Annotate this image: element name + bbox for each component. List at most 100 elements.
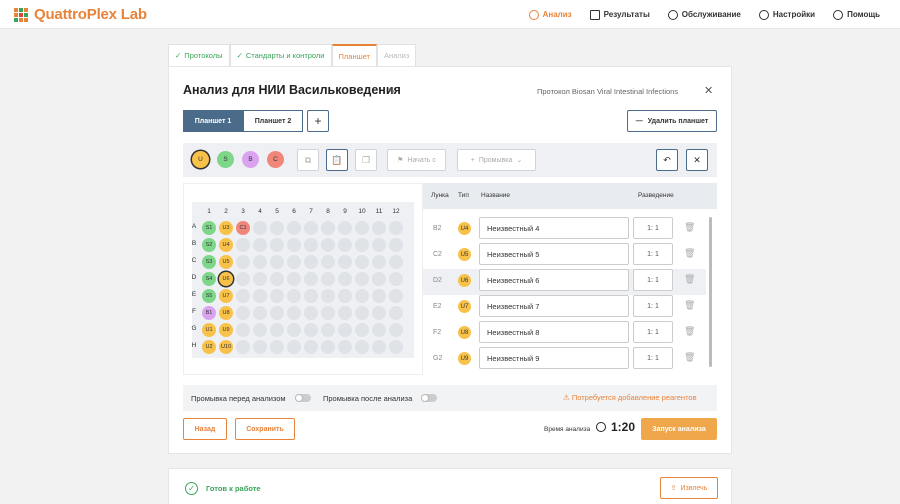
dilution-input[interactable]: 1: 1 <box>633 269 673 291</box>
plate-well[interactable] <box>304 272 318 286</box>
wash-dropdown[interactable]: + Промывка ⌄ <box>457 149 536 171</box>
save-button[interactable]: Сохранить <box>235 418 295 440</box>
plate-well[interactable] <box>355 340 369 354</box>
plate-well[interactable]: C1 <box>236 221 250 235</box>
plate-well[interactable] <box>236 255 250 269</box>
plate-well[interactable] <box>355 323 369 337</box>
plate-well[interactable] <box>270 255 284 269</box>
plate-well[interactable]: U7 <box>219 289 233 303</box>
plate-well[interactable] <box>287 238 301 252</box>
plate-well[interactable]: U9 <box>219 323 233 337</box>
step-tab-1[interactable]: ✓ Протоколы <box>168 44 230 66</box>
plate-well[interactable] <box>372 255 386 269</box>
plate-well[interactable] <box>287 289 301 303</box>
plate-well[interactable] <box>355 306 369 320</box>
plate-well[interactable] <box>355 221 369 235</box>
plate-well[interactable] <box>389 221 403 235</box>
plate-well[interactable]: U8 <box>219 306 233 320</box>
trash-icon[interactable]: 🗑 <box>684 326 696 336</box>
plate-well[interactable] <box>372 340 386 354</box>
nav-item-gear[interactable]: Настройки <box>758 9 815 20</box>
plate-well[interactable]: U10 <box>219 340 233 354</box>
plate-well[interactable] <box>338 323 352 337</box>
plate-well[interactable] <box>389 323 403 337</box>
plate-well[interactable] <box>389 289 403 303</box>
extract-button[interactable]: ⇪ Извлечь <box>660 477 718 499</box>
plate-well[interactable] <box>355 238 369 252</box>
delete-plate-button[interactable]: — Удалить планшет <box>627 110 717 132</box>
plate-well[interactable] <box>304 255 318 269</box>
plate-well[interactable]: U2 <box>202 340 216 354</box>
step-tab-3[interactable]: Планшет <box>331 44 377 66</box>
plate-well[interactable] <box>236 238 250 252</box>
table-row[interactable]: F2 U8 Неизвестный 8 1: 1 🗑 <box>423 321 706 347</box>
duplicate-button[interactable]: ❐ <box>355 149 377 171</box>
sample-name-input[interactable]: Неизвестный 8 <box>479 321 629 343</box>
plate-well[interactable] <box>338 221 352 235</box>
plate-well[interactable] <box>355 289 369 303</box>
copy-button[interactable]: ⧉ <box>297 149 319 171</box>
tab-plate-1[interactable]: Планшет 1 <box>183 110 243 132</box>
nav-item-results[interactable]: Результаты <box>589 9 650 20</box>
plate-well[interactable] <box>270 323 284 337</box>
plate-well[interactable] <box>253 306 267 320</box>
plate-well[interactable] <box>338 289 352 303</box>
plate-well[interactable] <box>304 289 318 303</box>
plate-well[interactable] <box>236 272 250 286</box>
plate-well[interactable] <box>287 323 301 337</box>
sample-type-s[interactable]: S <box>217 151 234 168</box>
plate-well[interactable]: U4 <box>219 238 233 252</box>
plate-well[interactable] <box>372 289 386 303</box>
plate-well[interactable] <box>253 272 267 286</box>
plate-well[interactable] <box>253 255 267 269</box>
plate-well[interactable] <box>236 340 250 354</box>
dilution-input[interactable]: 1: 1 <box>633 243 673 265</box>
paste-button[interactable]: 📋 <box>326 149 348 171</box>
dilution-input[interactable]: 1: 1 <box>633 321 673 343</box>
trash-icon[interactable]: 🗑 <box>684 274 696 284</box>
nav-item-help[interactable]: Помощь <box>833 9 880 20</box>
plate-well[interactable]: U1 <box>202 323 216 337</box>
trash-icon[interactable]: 🗑 <box>684 300 696 310</box>
sample-name-input[interactable]: Неизвестный 7 <box>479 295 629 317</box>
sample-name-input[interactable]: Неизвестный 6 <box>479 269 629 291</box>
sample-name-input[interactable]: Неизвестный 4 <box>479 217 629 239</box>
plate-well[interactable] <box>389 306 403 320</box>
plate-well[interactable] <box>236 289 250 303</box>
plate-well[interactable] <box>389 255 403 269</box>
plate-well[interactable]: U3 <box>219 221 233 235</box>
plate-well[interactable] <box>338 306 352 320</box>
plate-well[interactable] <box>372 221 386 235</box>
sample-type-c[interactable]: C <box>267 151 284 168</box>
plate-well[interactable]: U5 <box>219 255 233 269</box>
plate-well[interactable] <box>253 340 267 354</box>
plate-well[interactable] <box>253 323 267 337</box>
plate-well[interactable] <box>270 272 284 286</box>
plate-well[interactable] <box>304 340 318 354</box>
plate-well[interactable] <box>253 238 267 252</box>
plate-well[interactable] <box>372 272 386 286</box>
plate-well[interactable] <box>389 340 403 354</box>
dilution-input[interactable]: 1: 1 <box>633 347 673 369</box>
plate-well[interactable] <box>372 323 386 337</box>
trash-icon[interactable]: 🗑 <box>684 248 696 258</box>
plate-well[interactable] <box>304 238 318 252</box>
close-icon[interactable]: ✕ <box>704 85 714 97</box>
dilution-input[interactable]: 1: 1 <box>633 295 673 317</box>
plate-well[interactable] <box>304 306 318 320</box>
plate-well[interactable] <box>287 272 301 286</box>
tab-plate-2[interactable]: Планшет 2 <box>243 110 303 132</box>
plate-well[interactable] <box>338 255 352 269</box>
sample-name-input[interactable]: Неизвестный 5 <box>479 243 629 265</box>
plate-well[interactable] <box>236 306 250 320</box>
sample-type-u[interactable]: U <box>192 151 209 168</box>
plate-well[interactable] <box>287 340 301 354</box>
plate-well[interactable] <box>355 272 369 286</box>
plate-well[interactable] <box>287 306 301 320</box>
plate-well[interactable] <box>304 221 318 235</box>
trash-icon[interactable]: 🗑 <box>684 352 696 362</box>
plate-well[interactable] <box>321 255 335 269</box>
table-row[interactable]: C2 U5 Неизвестный 5 1: 1 🗑 <box>423 243 706 269</box>
plate-well[interactable] <box>321 289 335 303</box>
plate-well[interactable] <box>338 272 352 286</box>
